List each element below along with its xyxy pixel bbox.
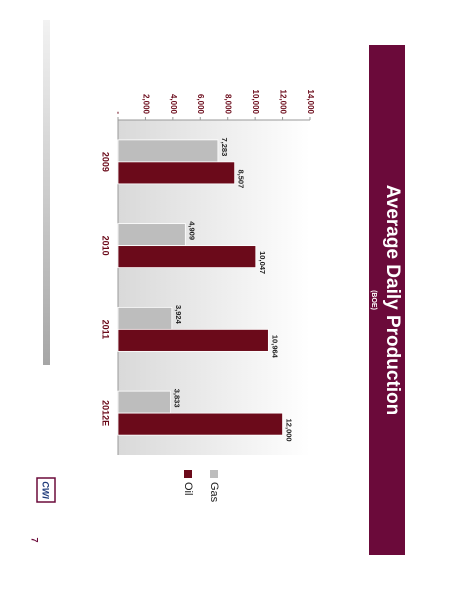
- logo-text: CWI: [41, 481, 51, 499]
- footer-bar: [43, 20, 50, 365]
- bar: [117, 139, 219, 163]
- x-tick-label: 2010: [101, 236, 111, 256]
- y-tick-label: 4,000: [169, 94, 178, 115]
- legend-swatch: [210, 470, 218, 478]
- legend-swatch: [184, 470, 192, 478]
- x-tick-label: 2011: [101, 320, 111, 340]
- y-tick-label: 14,000: [306, 90, 315, 115]
- bar: [117, 328, 269, 352]
- y-tick-label: 2,000: [141, 94, 150, 115]
- legend-label: Oil: [182, 482, 194, 495]
- y-tick-label: 8,000: [224, 94, 233, 115]
- data-label: 10,964: [270, 335, 279, 359]
- bar: [117, 161, 236, 185]
- data-label: 4,909: [187, 221, 196, 240]
- data-label: 3,924: [174, 305, 183, 325]
- y-tick-label: 6,000: [196, 94, 205, 115]
- title-band: [369, 45, 405, 555]
- data-label: 12,000: [285, 419, 294, 442]
- bar: [117, 306, 173, 330]
- bar: [117, 412, 283, 436]
- data-label: 7,283: [220, 137, 229, 156]
- x-tick-label: 2012E: [101, 400, 111, 426]
- logo: CWI: [36, 477, 56, 503]
- rotated-slide: Average Daily Production (BOE) CWI 7 - 2,…: [30, 20, 405, 555]
- y-tick-label: -: [114, 111, 123, 114]
- plot-area: [118, 120, 310, 455]
- legend-label: Gas: [208, 482, 220, 503]
- page-number: 7: [30, 537, 40, 542]
- y-tick-label: 10,000: [251, 90, 260, 115]
- bar: [117, 223, 186, 247]
- bar: [117, 390, 171, 414]
- chart-subtitle: (BOE): [370, 290, 377, 310]
- y-tick-label: 12,000: [278, 90, 287, 115]
- data-label: 10,047: [258, 251, 267, 274]
- chart-title: Average Daily Production: [382, 185, 403, 416]
- bar: [117, 245, 257, 269]
- x-tick-label: 2009: [101, 152, 111, 172]
- data-label: 8,507: [237, 169, 246, 188]
- data-label: 3,833: [173, 389, 182, 408]
